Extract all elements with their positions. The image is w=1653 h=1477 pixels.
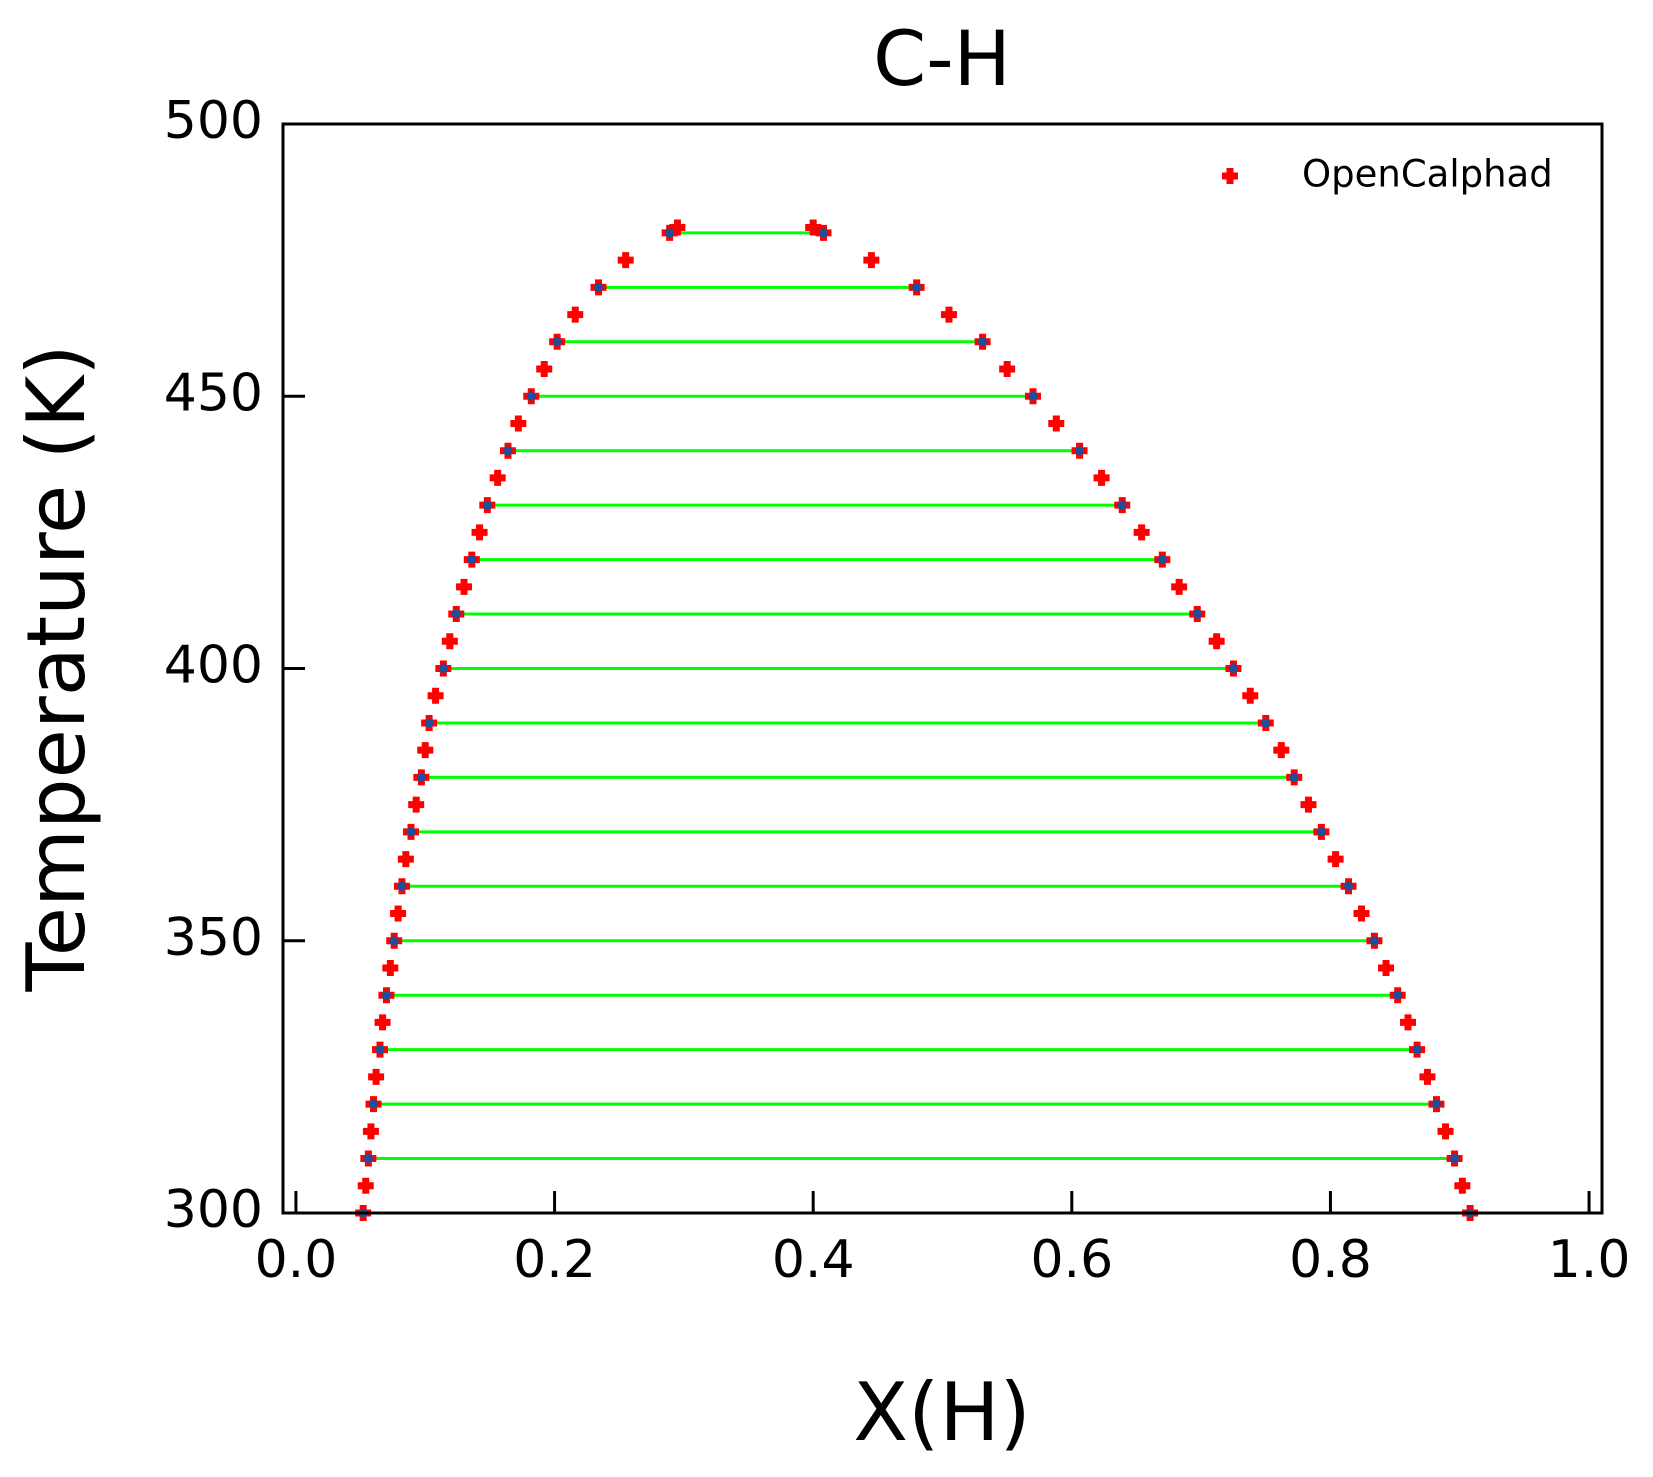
tie-line-end (369, 1099, 379, 1109)
tie-line-end (1117, 500, 1127, 510)
tie-line-end (406, 827, 416, 837)
data-point (1242, 687, 1259, 704)
data-point (1048, 415, 1065, 432)
tie-line-end (375, 1045, 385, 1055)
tie-line-end (1369, 936, 1379, 946)
tie-line-end (1316, 827, 1326, 837)
data-point (1208, 633, 1225, 650)
data-point (1273, 742, 1290, 759)
tie-line-end (1157, 555, 1167, 565)
x-tick-label: 0.4 (772, 1230, 855, 1290)
x-tick-label: 0.0 (255, 1230, 338, 1290)
tie-line-end (482, 500, 492, 510)
tie-line-end (1075, 446, 1085, 456)
data-point (1378, 959, 1395, 976)
data-point (374, 1014, 391, 1031)
tie-line-end (1289, 772, 1299, 782)
tie-line-end (1261, 718, 1271, 728)
legend-label: OpenCalphad (1302, 153, 1553, 196)
y-tick-label: 500 (164, 91, 263, 151)
data-point (1419, 1068, 1436, 1085)
x-axis-label: X(H) (853, 1366, 1030, 1459)
y-tick-label: 450 (164, 363, 263, 423)
tie-line-end (1228, 664, 1238, 673)
data-point (1400, 1014, 1417, 1031)
data-point (1353, 905, 1370, 922)
data-point (408, 796, 425, 813)
tie-line-end (552, 337, 562, 347)
data-point (390, 905, 407, 922)
tie-line-end (665, 228, 675, 238)
legend-marker (1222, 168, 1238, 184)
data-point (940, 306, 957, 323)
y-axis-label: Temperature (K) (10, 344, 103, 992)
data-point (427, 687, 444, 704)
data-point (382, 959, 399, 976)
data-point (471, 524, 488, 541)
chart-title: C-H (873, 14, 1011, 103)
data-point (357, 1177, 374, 1194)
tie-line-end (424, 718, 434, 728)
y-tick-label: 350 (164, 908, 263, 968)
tie-line-end (363, 1154, 373, 1164)
data-point (441, 633, 458, 650)
data-point (456, 578, 473, 595)
tie-line-end (1028, 391, 1038, 401)
tie-line-end (1450, 1154, 1460, 1164)
data-point (536, 361, 553, 378)
tie-line-end (416, 772, 426, 782)
data-point (1093, 469, 1110, 486)
tie-line-end (1393, 990, 1403, 1000)
data-point (567, 306, 584, 323)
tie-line-end (1431, 1099, 1441, 1109)
tie-line-end (389, 936, 399, 946)
y-tick-label: 400 (164, 636, 263, 696)
tie-line-end (1192, 609, 1202, 619)
y-tick-label: 300 (164, 1180, 263, 1240)
x-tick-label: 0.2 (513, 1230, 596, 1290)
tie-line-end (451, 609, 461, 619)
data-point (1327, 851, 1344, 868)
data-point (1300, 796, 1317, 813)
tie-line-end (503, 446, 513, 456)
tie-line-end (1344, 881, 1354, 891)
tie-line-end (912, 282, 922, 292)
data-point (617, 252, 634, 269)
tie-line-end (381, 990, 391, 1000)
data-point (669, 219, 686, 236)
plot-frame (281, 122, 1604, 1215)
tie-line-end (467, 555, 477, 565)
data-point (510, 415, 527, 432)
x-tick-label: 0.6 (1030, 1230, 1113, 1290)
tie-line-end (819, 228, 829, 238)
data-point (417, 742, 434, 759)
data-point (1171, 578, 1188, 595)
data-point (362, 1123, 379, 1140)
data-point (1454, 1177, 1471, 1194)
tie-line-end (397, 881, 407, 891)
tie-line-end (978, 337, 988, 347)
data-point (368, 1068, 385, 1085)
data-point (1437, 1123, 1454, 1140)
data-point (489, 469, 506, 486)
tie-line-end (594, 282, 604, 292)
data-point (397, 851, 414, 868)
x-tick-label: 1.0 (1548, 1230, 1631, 1290)
tie-line-end (1412, 1045, 1422, 1055)
tie-line-end (438, 664, 448, 673)
data-point (805, 219, 822, 236)
tie-line-end (526, 391, 536, 401)
data-point (999, 361, 1016, 378)
data-point (1133, 524, 1150, 541)
x-tick-label: 0.8 (1289, 1230, 1372, 1290)
data-point (863, 252, 880, 269)
